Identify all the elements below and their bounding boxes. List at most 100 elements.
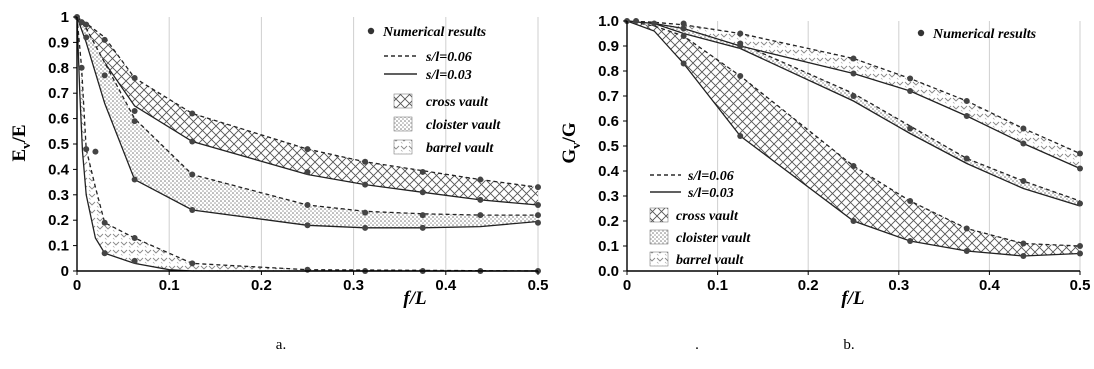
y-axis-label: Gv/G — [559, 122, 583, 164]
y-tick-label: 0.5 — [598, 138, 619, 155]
y-axis-label-main: G — [559, 149, 580, 164]
numerical-point — [101, 36, 108, 43]
y-tick-label: 0.9 — [48, 34, 69, 51]
numerical-point — [304, 146, 311, 153]
y-tick-label: 0.2 — [598, 213, 619, 230]
legend-barrel-swatch — [393, 139, 413, 155]
gridlines — [168, 17, 539, 271]
numerical-point — [78, 64, 85, 71]
numerical-point — [963, 113, 970, 119]
numerical-point — [419, 189, 426, 196]
axes — [73, 16, 539, 275]
y-tick-label: 0.4 — [48, 161, 70, 178]
x-tick-label: 0.1 — [707, 277, 728, 294]
x-tick-label: 0.2 — [798, 277, 819, 294]
y-axis-label-tail: /G — [559, 122, 580, 143]
chart-panel-a: 0 0.1 0.2 0.3 0.4 0.5 0.6 0.7 0.8 0.9 1 0 0.1 0.2 0.3 0… — [9, 9, 548, 309]
legend-cross-swatch — [393, 93, 413, 109]
legend-numerical-marker — [367, 27, 375, 35]
x-tick-label: 0.3 — [343, 277, 364, 294]
numerical-point — [362, 224, 369, 231]
curve-solid-s003 — [626, 20, 1081, 207]
tick-labels: 0 0.1 0.2 0.3 0.4 0.5 0.6 0.7 0.8 0.9 1 0 0.1 0.2 0.3 0… — [48, 9, 548, 294]
legend-cross-label: cross vault — [426, 95, 489, 110]
x-tick-label: 0.5 — [1070, 277, 1091, 294]
legend-numerical-label: Numerical results — [932, 27, 1037, 42]
numerical-point — [651, 20, 658, 27]
y-tick-label: 1 — [61, 9, 69, 26]
numerical-point — [1077, 200, 1083, 207]
numerical-point — [1020, 240, 1027, 247]
legend: Numerical results s/l=0.06 s/l=0.03 cros… — [649, 27, 1037, 268]
numerical-point — [304, 201, 311, 208]
numerical-point — [131, 74, 138, 81]
numerical-point — [83, 21, 90, 28]
numerical-point — [131, 257, 138, 264]
curve-dashed-s006 — [76, 16, 539, 188]
legend-dashed-label: s/l=0.06 — [425, 50, 472, 65]
y-axis-label-tail: /E — [9, 124, 30, 143]
numerical-point — [963, 155, 970, 162]
numerical-point — [1077, 165, 1083, 172]
y-tick-label: 0.6 — [48, 111, 69, 128]
legend-dashed-label: s/l=0.06 — [687, 169, 734, 184]
numerical-point — [362, 181, 369, 188]
y-tick-label: 0.8 — [48, 60, 69, 77]
numerical-point — [131, 234, 138, 241]
caption-separator: . — [695, 337, 699, 353]
numerical-point — [535, 201, 541, 208]
numerical-point — [189, 171, 196, 178]
numerical-point — [304, 168, 311, 175]
y-tick-label: 0.7 — [598, 88, 619, 105]
numerical-point — [535, 212, 541, 219]
y-axis-label-sub: v — [18, 142, 33, 149]
legend-solid-label: s/l=0.03 — [425, 68, 472, 83]
y-axis-label-sub: v — [568, 142, 583, 149]
numerical-point — [535, 219, 541, 226]
x-tick-label: 0 — [73, 277, 81, 294]
numerical-point — [304, 222, 311, 229]
numerical-point — [1077, 243, 1083, 249]
numerical-point — [419, 212, 426, 219]
numerical-point — [1020, 140, 1027, 147]
legend-numerical-marker — [917, 29, 925, 37]
numerical-point — [78, 19, 85, 26]
numerical-point — [680, 25, 687, 32]
curve-solid-s003 — [76, 16, 539, 229]
numerical-point — [477, 212, 484, 219]
y-tick-label: 0.3 — [598, 188, 619, 205]
y-tick-label: 0.3 — [48, 187, 69, 204]
numerical-point — [1020, 253, 1027, 259]
numerical-point — [1077, 150, 1083, 157]
numerical-point — [419, 224, 426, 231]
curve-dashed-s006 — [76, 16, 539, 272]
y-tick-label: 0.2 — [48, 212, 69, 229]
legend-cross-swatch — [649, 207, 669, 223]
legend-cloister-label: cloister vault — [426, 118, 501, 133]
numerical-point — [189, 138, 196, 145]
numerical-point — [737, 73, 744, 79]
legend-barrel-label: barrel vault — [426, 141, 494, 156]
x-tick-label: 0.4 — [979, 277, 1001, 294]
legend-numerical-label: Numerical results — [382, 25, 487, 40]
numerical-point — [131, 107, 138, 114]
y-tick-label: 0 — [61, 263, 69, 280]
numerical-point — [131, 176, 138, 183]
legend-cloister-swatch — [649, 229, 669, 245]
curve-dashed-s006 — [626, 20, 1081, 247]
numerical-point — [963, 248, 970, 254]
legend-cross-label: cross vault — [676, 209, 739, 224]
numerical-point — [304, 266, 311, 273]
numerical-point — [633, 18, 640, 24]
numerical-point — [131, 118, 138, 125]
numerical-point — [1020, 125, 1027, 132]
y-axis-label: Ev/E — [9, 124, 33, 161]
curve-dashed-s006 — [626, 20, 1081, 155]
x-tick-label: 0.4 — [435, 277, 457, 294]
numerical-point — [362, 209, 369, 216]
x-tick-label: 0.3 — [888, 277, 909, 294]
numerical-point — [907, 75, 914, 82]
numerical-point — [680, 60, 687, 67]
x-tick-label: 0.1 — [159, 277, 180, 294]
numerical-point — [419, 168, 426, 175]
